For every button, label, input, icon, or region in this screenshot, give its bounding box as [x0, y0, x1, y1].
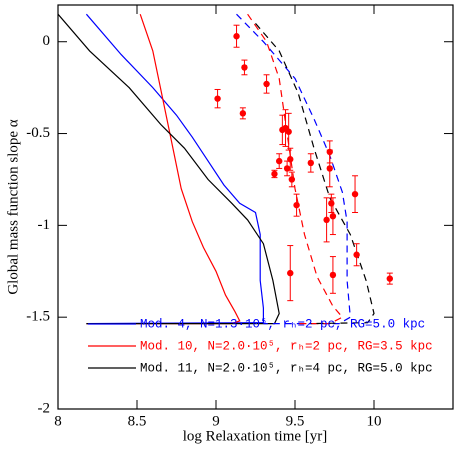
x-axis-label: log Relaxation time [yr] [183, 428, 328, 444]
data-point [233, 33, 240, 40]
y-tick-label: -1.5 [26, 309, 50, 325]
x-tick-label: 8 [54, 413, 62, 429]
data-point [386, 275, 393, 282]
y-axis-label: Global mass function slope α [5, 119, 21, 294]
data-point [328, 200, 335, 207]
data-point [326, 165, 333, 172]
data-point [293, 201, 300, 209]
x-tick-label: 9.5 [286, 413, 305, 429]
dashed-line [247, 13, 344, 325]
y-tick-label: 0 [43, 33, 51, 49]
legend-label: Mod. 10, N=2.0·10⁵, rₕ=2 pc, RG=3.5 kpc [140, 339, 433, 353]
data-point [214, 95, 221, 102]
data-point [288, 176, 296, 183]
data-point [263, 80, 270, 88]
data-point [329, 212, 337, 220]
x-tick-label: 8.5 [128, 413, 147, 429]
data-point [271, 170, 278, 178]
model-line [85, 13, 264, 325]
x-tick-label: 10 [367, 413, 382, 429]
data-point [239, 110, 247, 117]
x-tick-label: 9 [212, 413, 220, 429]
data-point [351, 190, 359, 198]
legend-label: Mod. 11, N=2.0·10⁵, rₕ=4 pc, RG=5.0 kpc [140, 361, 433, 375]
y-tick-label: -2 [38, 400, 51, 416]
data-point [287, 156, 294, 163]
data-point [323, 216, 330, 224]
data-point [287, 269, 294, 277]
legend-label: Mod. 4, N=1.3·10⁵, rₕ=2 pc, RG=5.0 kpc [140, 317, 425, 331]
data-point [241, 64, 248, 71]
model-line [86, 14, 241, 325]
data-point [329, 271, 337, 279]
y-tick-label: -1 [38, 217, 51, 233]
dashed-line [236, 13, 351, 325]
model-line [58, 13, 280, 325]
y-tick-label: -0.5 [26, 125, 50, 141]
plot-frame [57, 4, 454, 410]
data-point [285, 128, 292, 135]
data-point [353, 251, 360, 258]
data-point [276, 157, 283, 165]
data-point [307, 159, 314, 167]
legend: Mod. 4, N=1.3·10⁵, rₕ=2 pc, RG=5.0 kpc Mo… [88, 317, 433, 375]
